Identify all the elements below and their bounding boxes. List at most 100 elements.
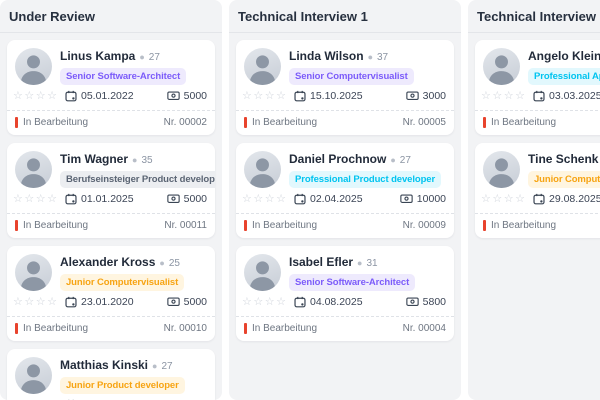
separator-dot: ● [367, 52, 373, 62]
candidate-age: 27 [148, 52, 160, 63]
calendar-icon [65, 90, 77, 101]
avatar [244, 151, 281, 188]
candidate-card[interactable]: Tim Wagner ● 35 Berufseinsteiger Product… [7, 143, 215, 238]
separator-dot: ● [132, 155, 138, 165]
card-number: Nr. 00011 [164, 220, 207, 231]
avatar [15, 357, 52, 394]
status-indicator-bar [15, 117, 18, 128]
name-row: Daniel Prochnow ● 27 [289, 152, 441, 166]
application-date: 04.08.2025 [294, 296, 363, 308]
column-card-list: Linus Kampa ● 27 Senior Software-Archite… [0, 33, 222, 400]
card-number: Nr. 00010 [163, 323, 207, 334]
card-meta-row: ☆☆☆☆☆ 02.04.2025 10000 [236, 188, 454, 213]
status-indicator-bar [15, 220, 18, 231]
name-row: Tim Wagner ● 35 [60, 152, 207, 166]
card-footer: In Bearbeitung Nr. 00002 [7, 110, 215, 135]
candidate-name: Linus Kampa [60, 49, 136, 63]
candidate-card[interactable]: Angelo Kleindienst Professional Applicat… [475, 40, 600, 135]
status-indicator-bar [15, 323, 18, 334]
candidate-card[interactable]: Tine Schenk ● 28 Junior Computervisualis… [475, 143, 600, 238]
candidate-name: Tine Schenk [528, 152, 599, 166]
card-number: Nr. 00009 [402, 220, 446, 231]
name-row: Tine Schenk ● 28 [528, 152, 600, 166]
candidate-card[interactable]: Isabel Efler ● 31 Senior Software-Archit… [236, 246, 454, 341]
card-footer: In Bearbeitung Nr. 00004 [236, 316, 454, 341]
status: In Bearbeitung [244, 220, 317, 231]
date-text: 05.01.2022 [81, 89, 134, 102]
candidate-age: 35 [141, 155, 153, 166]
candidate-info: Linda Wilson ● 37 Senior Computervisuali… [289, 48, 414, 85]
avatar [483, 48, 520, 85]
application-date: 03.03.2025 [533, 90, 600, 102]
candidate-name: Angelo Kleindienst [528, 49, 600, 63]
status-indicator-bar [244, 220, 247, 231]
candidate-age: 31 [366, 258, 378, 269]
status: In Bearbeitung [483, 117, 556, 128]
rating-stars[interactable]: ☆☆☆☆☆ [13, 193, 59, 205]
salary: 5000 [166, 89, 207, 102]
card-top-section: Angelo Kleindienst Professional Applicat… [475, 40, 600, 85]
rating-stars[interactable]: ☆☆☆☆☆ [481, 90, 527, 102]
card-top-section: Alexander Kross ● 25 Junior Computervisu… [7, 246, 215, 291]
rating-stars[interactable]: ☆☆☆☆☆ [242, 296, 288, 308]
card-number: Nr. 00004 [402, 323, 446, 334]
salary: 5800 [405, 295, 446, 308]
name-row: Linda Wilson ● 37 [289, 49, 414, 63]
rating-stars[interactable]: ☆☆☆☆☆ [13, 90, 59, 102]
role-tag: Junior Computervisualist [528, 171, 600, 188]
candidate-info: Matthias Kinski ● 27 Junior Product deve… [60, 357, 185, 394]
rating-stars[interactable]: ☆☆☆☆☆ [242, 193, 288, 205]
calendar-icon [294, 90, 306, 101]
rating-stars[interactable]: ☆☆☆☆☆ [481, 193, 527, 205]
candidate-info: Tim Wagner ● 35 Berufseinsteiger Product… [60, 151, 215, 188]
kanban-column-3: Technical Interview 2 Angelo Kleindienst… [468, 0, 600, 400]
candidate-card[interactable]: Linda Wilson ● 37 Senior Computervisuali… [236, 40, 454, 135]
rating-stars[interactable]: ☆☆☆☆☆ [242, 90, 288, 102]
money-icon [166, 194, 180, 203]
column-card-list: Angelo Kleindienst Professional Applicat… [468, 33, 600, 245]
column-title: Under Review [0, 0, 222, 33]
status-label: In Bearbeitung [491, 117, 557, 128]
card-top-section: Tine Schenk ● 28 Junior Computervisualis… [475, 143, 600, 188]
candidate-card[interactable]: Linus Kampa ● 27 Senior Software-Archite… [7, 40, 215, 135]
salary-amount: 5000 [183, 295, 207, 308]
date-text: 01.01.2025 [81, 192, 134, 205]
status: In Bearbeitung [244, 323, 317, 334]
card-top-section: Isabel Efler ● 31 Senior Software-Archit… [236, 246, 454, 291]
candidate-card[interactable]: Matthias Kinski ● 27 Junior Product deve… [7, 349, 215, 400]
card-footer: In Bearbeitung Nr. 00010 [7, 316, 215, 341]
rating-stars[interactable]: ☆☆☆☆☆ [13, 296, 59, 308]
status-label: In Bearbeitung [491, 220, 557, 231]
salary: 5000 [167, 399, 207, 400]
card-meta-row: ☆☆☆☆☆ 29.08.2025 5000 [7, 394, 215, 400]
salary-amount: 5000 [184, 399, 207, 400]
person-silhouette-icon [249, 261, 276, 291]
candidate-name: Matthias Kinski [60, 358, 149, 372]
name-row: Alexander Kross ● 25 [60, 255, 184, 269]
status-label: In Bearbeitung [252, 323, 318, 334]
card-footer: In Bearbeitung Nr. 00009 [236, 213, 454, 238]
role-tag: Senior Computervisualist [289, 68, 414, 85]
person-silhouette-icon [488, 158, 515, 188]
candidate-card[interactable]: Daniel Prochnow ● 27 Professional Produc… [236, 143, 454, 238]
column-card-list: Linda Wilson ● 37 Senior Computervisuali… [229, 33, 461, 348]
card-top-section: Daniel Prochnow ● 27 Professional Produc… [236, 143, 454, 188]
card-top-section: Linda Wilson ● 37 Senior Computervisuali… [236, 40, 454, 85]
separator-dot: ● [357, 258, 363, 268]
role-tag: Senior Software-Architect [60, 68, 187, 85]
separator-dot: ● [390, 155, 396, 165]
person-silhouette-icon [20, 364, 47, 394]
status-indicator-bar [483, 220, 486, 231]
person-silhouette-icon [488, 55, 515, 85]
money-icon [400, 194, 413, 203]
calendar-icon [533, 90, 545, 101]
calendar-icon [533, 193, 545, 204]
avatar [15, 254, 52, 291]
card-meta-row: ☆☆☆☆☆ 15.10.2025 3000 [236, 85, 454, 110]
candidate-age: 25 [168, 258, 180, 269]
candidate-card[interactable]: Alexander Kross ● 25 Junior Computervisu… [7, 246, 215, 341]
salary-amount: 5000 [183, 89, 207, 102]
salary-amount: 5800 [422, 295, 446, 308]
candidate-name: Linda Wilson [289, 49, 364, 63]
